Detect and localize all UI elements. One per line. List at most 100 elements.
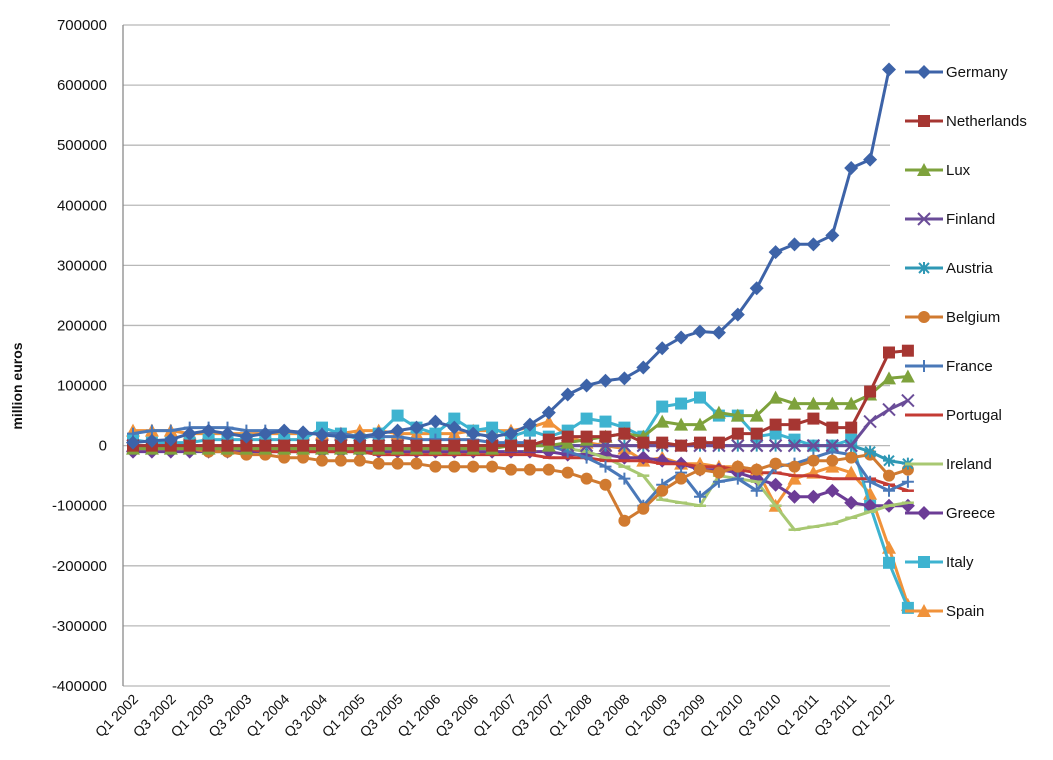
legend-label: Austria: [946, 260, 993, 277]
point-netherlands-marker: [353, 439, 366, 452]
point-belgium-marker: [505, 463, 517, 476]
point-germany-marker: [655, 341, 670, 356]
point-netherlands-marker: [901, 344, 914, 357]
point-lux-marker: [730, 408, 745, 422]
point-germany-marker: [428, 414, 443, 429]
point-lux-marker: [900, 369, 915, 383]
point-italy-marker: [675, 397, 688, 410]
point-netherlands-marker: [561, 430, 574, 443]
point-lux-marker: [882, 371, 896, 385]
point-greece-marker: [900, 498, 915, 513]
point-netherlands-marker: [505, 439, 517, 452]
point-belgium-marker: [561, 466, 574, 479]
point-italy-marker: [486, 421, 499, 434]
legend-label: Spain: [946, 603, 984, 620]
point-netherlands-marker: [183, 439, 196, 452]
point-netherlands-marker: [826, 421, 839, 434]
point-greece-marker: [844, 495, 859, 510]
point-france-marker: [901, 475, 914, 488]
point-italy-marker: [769, 427, 782, 440]
legend-france-marker: [918, 360, 930, 372]
point-greece-marker: [768, 477, 783, 492]
point-germany-marker: [258, 426, 273, 441]
legend-italy-marker: [918, 556, 930, 568]
point-greece-marker: [655, 453, 670, 468]
point-lux-marker: [655, 414, 670, 428]
grid-lines: [122, 24, 890, 687]
point-netherlands-marker: [580, 430, 593, 443]
point-netherlands-marker: [467, 439, 480, 452]
point-germany-marker: [390, 423, 405, 438]
point-netherlands-marker: [542, 433, 555, 446]
point-belgium-marker: [618, 514, 631, 527]
point-netherlands-marker: [297, 439, 310, 452]
legend-label: Greece: [946, 505, 995, 522]
point-france-marker: [694, 490, 706, 503]
point-finland-marker: [787, 438, 802, 453]
legend-austria-marker: [918, 262, 930, 274]
point-netherlands-marker: [637, 436, 650, 449]
point-belgium-marker: [675, 472, 688, 485]
point-netherlands-marker: [523, 439, 536, 452]
point-finland-marker: [863, 414, 877, 429]
legend-label: Belgium: [946, 309, 1000, 326]
point-belgium-marker: [316, 454, 328, 467]
y-tick-label: -100000: [52, 498, 107, 515]
legend-item-greece: Greece: [905, 505, 995, 522]
point-germany-marker: [844, 161, 859, 176]
point-netherlands-marker: [731, 427, 744, 440]
point-netherlands-marker: [788, 418, 801, 431]
y-tick-label: 100000: [57, 378, 107, 395]
point-spain-marker: [541, 414, 556, 428]
point-belgium-marker: [731, 460, 744, 473]
point-germany-marker: [182, 426, 197, 441]
point-finland-marker: [825, 438, 840, 453]
point-belgium-marker: [788, 460, 801, 473]
point-germany-marker: [277, 423, 292, 438]
legend-label: Ireland: [946, 456, 992, 473]
point-belgium-marker: [845, 451, 858, 464]
point-netherlands-marker: [221, 439, 234, 452]
legend-item-lux: Lux: [905, 162, 971, 179]
point-belgium-marker: [542, 463, 555, 476]
point-finland-marker: [806, 438, 821, 453]
point-finland-marker: [844, 438, 858, 453]
legend-item-spain: Spain: [905, 603, 984, 620]
point-belgium-marker: [712, 466, 725, 479]
point-germany-marker: [787, 237, 802, 252]
point-germany-marker: [352, 429, 367, 444]
point-lux-marker: [693, 417, 707, 431]
point-lux-marker: [825, 396, 840, 410]
legend-item-germany: Germany: [905, 64, 1008, 81]
point-belgium-marker: [448, 460, 461, 473]
point-germany-marker: [825, 228, 840, 243]
point-italy-marker: [694, 391, 706, 404]
point-netherlands-marker: [429, 439, 442, 452]
point-netherlands-marker: [694, 436, 706, 449]
point-netherlands-marker: [883, 346, 895, 359]
point-netherlands-marker: [618, 427, 631, 440]
point-finland-marker: [901, 393, 915, 408]
legend-spain-marker: [917, 604, 931, 617]
point-germany-marker: [220, 426, 235, 441]
point-belgium-marker: [467, 460, 480, 473]
point-germany-marker: [466, 426, 481, 441]
point-netherlands-marker: [202, 439, 215, 452]
y-tick-label: 300000: [57, 257, 107, 274]
point-belgium-marker: [826, 454, 839, 467]
point-france-marker: [599, 460, 612, 473]
legend-item-france: France: [905, 358, 993, 375]
point-france-marker: [883, 484, 895, 497]
point-italy-marker: [599, 415, 612, 428]
point-netherlands-marker: [807, 412, 820, 425]
point-france-marker: [731, 472, 744, 485]
point-netherlands-marker: [278, 439, 291, 452]
legend-item-italy: Italy: [905, 554, 974, 571]
point-greece-marker: [825, 483, 840, 498]
legend-lux-marker: [917, 163, 931, 176]
point-germany-marker: [636, 360, 651, 375]
legend-label: Lux: [946, 162, 971, 179]
point-germany-marker: [485, 429, 500, 444]
point-netherlands-marker: [675, 439, 688, 452]
point-lux-marker: [711, 405, 726, 419]
